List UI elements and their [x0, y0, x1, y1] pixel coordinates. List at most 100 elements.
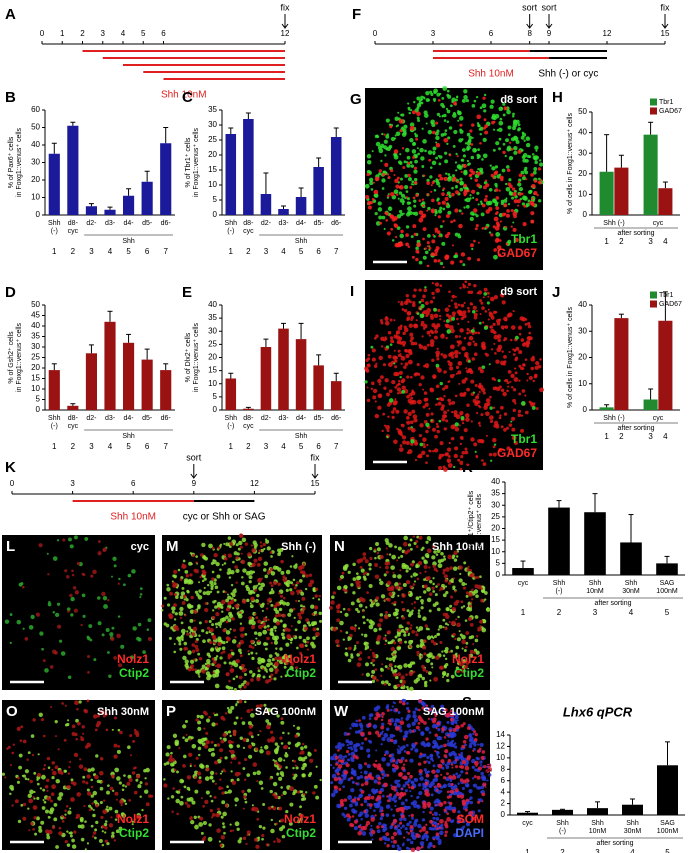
panel-letter: M — [166, 538, 179, 555]
cell-dot — [211, 577, 214, 580]
cell-dot — [422, 204, 425, 207]
cell-dot — [392, 416, 395, 419]
cell-dot — [437, 583, 440, 586]
cell-dot — [435, 601, 439, 605]
cell-dot — [457, 361, 462, 366]
cell-dot — [193, 659, 195, 661]
cell-dot — [252, 804, 254, 806]
cell-dot — [174, 740, 179, 745]
cell-dot — [279, 647, 282, 650]
cell-dot — [55, 613, 59, 617]
cell-dot — [384, 615, 389, 620]
cell-dot — [433, 98, 436, 101]
cell-dot — [416, 111, 421, 116]
cell-dot — [479, 168, 483, 172]
cell-dot — [409, 186, 412, 189]
cell-dot — [497, 339, 501, 343]
cell-dot — [215, 669, 219, 673]
cell-dot — [47, 757, 50, 760]
cell-dot — [83, 615, 86, 618]
cell-dot — [351, 722, 356, 727]
cell-dot — [215, 586, 219, 590]
cell-dot — [470, 623, 474, 627]
cell-dot — [367, 656, 370, 659]
cell-dot — [282, 835, 286, 839]
cell-dot — [394, 356, 398, 360]
cell-dot — [402, 440, 406, 444]
cell-dot — [426, 774, 430, 778]
cell-dot — [111, 576, 113, 578]
cell-dot — [381, 825, 384, 828]
cell-dot — [480, 133, 482, 135]
cell-dot — [191, 563, 193, 565]
cell-dot — [431, 587, 434, 590]
cell-dot — [373, 779, 377, 783]
cell-dot — [407, 621, 410, 624]
cell-dot — [64, 809, 67, 812]
cell-dot — [441, 417, 445, 421]
cell-dot — [389, 754, 392, 757]
cell-dot — [280, 786, 283, 789]
cell-dot — [407, 784, 409, 786]
cell-dot — [406, 707, 409, 710]
cell-dot — [360, 732, 365, 737]
cell-dot — [483, 138, 487, 142]
cell-dot — [297, 620, 301, 624]
cell-dot — [449, 366, 453, 370]
cell-dot — [334, 777, 338, 781]
cell-dot — [220, 773, 222, 775]
cell-dot — [401, 593, 405, 597]
cell-dot — [76, 708, 79, 711]
cell-dot — [435, 282, 439, 286]
cell-dot — [411, 848, 415, 852]
cell-dot — [253, 540, 257, 544]
cell-dot — [340, 799, 344, 803]
cell-dot — [396, 332, 399, 335]
cell-dot — [400, 302, 404, 306]
cell-dot — [418, 709, 421, 712]
cell-dot — [397, 340, 402, 345]
cell-dot — [494, 217, 499, 222]
image-channel-label: Ctip2 — [286, 826, 316, 840]
cell-dot — [507, 314, 511, 318]
cell-dot — [55, 735, 57, 737]
cell-dot — [240, 736, 243, 739]
cell-dot — [445, 585, 447, 587]
cell-dot — [237, 744, 240, 747]
cell-dot — [197, 771, 201, 775]
panel-letter: G — [350, 91, 362, 108]
cell-dot — [188, 626, 191, 629]
cell-dot — [449, 442, 451, 444]
cell-dot — [380, 319, 383, 322]
cell-dot — [438, 174, 442, 178]
cell-dot — [525, 358, 528, 361]
cell-dot — [401, 801, 405, 805]
cell-dot — [189, 738, 191, 740]
cell-dot — [411, 730, 414, 733]
cell-dot — [444, 159, 448, 163]
cell-dot — [306, 636, 310, 640]
cell-dot — [397, 112, 399, 114]
cell-dot — [479, 322, 482, 325]
cell-dot — [253, 585, 258, 590]
cell-dot — [350, 748, 353, 751]
cell-dot — [84, 709, 88, 713]
cell-dot — [451, 622, 455, 626]
cell-dot — [301, 766, 305, 770]
cell-dot — [395, 673, 398, 676]
cell-dot — [107, 599, 109, 601]
cell-dot — [453, 219, 456, 222]
cell-dot — [10, 642, 12, 644]
cell-dot — [487, 301, 490, 304]
cell-dot — [474, 738, 478, 742]
cell-dot — [201, 669, 206, 674]
cell-dot — [413, 800, 417, 804]
cell-dot — [384, 163, 388, 167]
cell-dot — [55, 845, 59, 849]
cell-dot — [460, 765, 464, 769]
cell-dot — [367, 386, 369, 388]
cell-dot — [379, 222, 382, 225]
cell-dot — [61, 815, 63, 817]
cell-dot — [48, 601, 51, 604]
cell-dot — [438, 563, 443, 568]
